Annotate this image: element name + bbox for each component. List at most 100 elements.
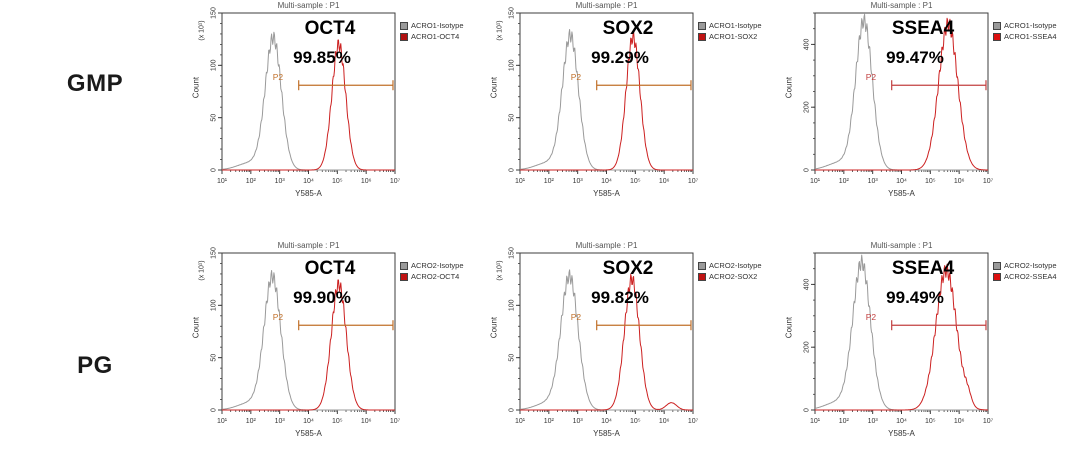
svg-text:10⁶: 10⁶ — [361, 418, 372, 425]
plot-pg-oct4: Multi-sample : P1 (x 10¹) Count 10¹ 10² 10… — [188, 241, 488, 446]
x-axis-label: Y585-A — [593, 189, 620, 198]
svg-text:0: 0 — [211, 408, 218, 412]
histogram-canvas: 10¹ 10² 10³ 10⁴ 10⁵ 10⁶ 10⁷ 0 50 100 150 — [509, 7, 699, 185]
svg-text:10³: 10³ — [868, 418, 879, 425]
gate-percentage: 99.49% — [886, 288, 944, 307]
gate-label: P2 — [570, 312, 582, 323]
gate-percentage: 99.90% — [293, 288, 351, 307]
legend-item-isotype: ACRO2-Isotype — [993, 261, 1057, 270]
svg-text:10³: 10³ — [275, 418, 286, 425]
plot-gmp-sox2: Multi-sample : P1 (x 10¹) Count 10¹ 10² 10… — [486, 1, 786, 206]
marker-swatch-icon — [400, 32, 408, 41]
svg-text:10²: 10² — [246, 178, 257, 185]
svg-text:10¹: 10¹ — [217, 178, 228, 185]
gate-percentage: 99.82% — [591, 288, 649, 307]
legend: ACRO1-Isotype ACRO1-OCT4 — [400, 21, 464, 43]
svg-text:10⁷: 10⁷ — [983, 178, 994, 185]
svg-text:10³: 10³ — [868, 178, 879, 185]
legend: ACRO2-Isotype ACRO2-SSEA4 — [993, 261, 1057, 283]
plot-title: Multi-sample : P1 — [277, 241, 340, 250]
marker-swatch-icon — [993, 272, 1001, 281]
gate-percentage: 99.47% — [886, 48, 944, 67]
histogram-canvas: 10¹ 10² 10³ 10⁴ 10⁵ 10⁶ 10⁷ 0 50 100 150 — [509, 247, 699, 425]
svg-text:10¹: 10¹ — [515, 178, 526, 185]
legend-marker-label: ACRO1-SSEA4 — [1004, 32, 1057, 41]
svg-text:10¹: 10¹ — [515, 418, 526, 425]
gate-label: P2 — [272, 72, 284, 83]
x-axis-label: Y585-A — [888, 189, 915, 198]
svg-text:10³: 10³ — [275, 178, 286, 185]
svg-text:10⁴: 10⁴ — [896, 418, 907, 425]
plot-gmp-oct4: Multi-sample : P1 (x 10¹) Count 10¹ 10² 10… — [188, 1, 488, 206]
plot-pg-ssea4: Multi-sample : P1 Count 10¹ 10² 10³ 10⁴ 10⁵ 1… — [781, 241, 1080, 446]
legend-item-marker: ACRO1-SSEA4 — [993, 32, 1057, 41]
svg-text:10⁴: 10⁴ — [896, 178, 907, 185]
plot-pg-sox2: Multi-sample : P1 (x 10¹) Count 10¹ 10² 10… — [486, 241, 786, 446]
legend-marker-label: ACRO2-SOX2 — [709, 272, 758, 281]
svg-text:200: 200 — [804, 341, 811, 353]
svg-text:10⁶: 10⁶ — [659, 178, 670, 185]
legend-item-isotype: ACRO1-Isotype — [698, 21, 762, 30]
histogram-canvas: 10¹ 10² 10³ 10⁴ 10⁵ 10⁶ 10⁷ 0 200 400 — [804, 12, 994, 185]
svg-text:10⁴: 10⁴ — [601, 178, 612, 185]
svg-text:150: 150 — [509, 7, 516, 19]
svg-text:10²: 10² — [839, 178, 850, 185]
legend-item-isotype: ACRO1-Isotype — [993, 21, 1057, 30]
legend-isotype-label: ACRO1-Isotype — [1004, 21, 1057, 30]
svg-text:10²: 10² — [246, 418, 257, 425]
svg-text:200: 200 — [804, 101, 811, 113]
gate-percentage: 99.85% — [293, 48, 351, 67]
legend-marker-label: ACRO2-SSEA4 — [1004, 272, 1057, 281]
marker-swatch-icon — [698, 272, 706, 281]
marker-name: SOX2 — [602, 258, 654, 279]
legend-marker-label: ACRO1-SOX2 — [709, 32, 758, 41]
gate-percentage: 99.29% — [591, 48, 649, 67]
svg-text:10³: 10³ — [573, 178, 584, 185]
svg-text:10⁴: 10⁴ — [601, 418, 612, 425]
legend-isotype-label: ACRO1-Isotype — [411, 21, 464, 30]
plot-title: Multi-sample : P1 — [575, 1, 638, 10]
svg-text:10⁶: 10⁶ — [954, 418, 965, 425]
plot-title: Multi-sample : P1 — [575, 241, 638, 250]
legend-item-marker: ACRO1-SOX2 — [698, 32, 762, 41]
isotype-swatch-icon — [993, 261, 1001, 270]
legend-isotype-label: ACRO2-Isotype — [411, 261, 464, 270]
legend-item-isotype: ACRO1-Isotype — [400, 21, 464, 30]
marker-swatch-icon — [993, 32, 1001, 41]
svg-text:10²: 10² — [544, 178, 555, 185]
marker-swatch-icon — [400, 272, 408, 281]
svg-text:10⁷: 10⁷ — [688, 418, 699, 425]
svg-text:10⁵: 10⁵ — [332, 178, 343, 185]
marker-swatch-icon — [698, 32, 706, 41]
legend-item-marker: ACRO2-SSEA4 — [993, 272, 1057, 281]
legend-item-marker: ACRO1-OCT4 — [400, 32, 464, 41]
plot-title: Multi-sample : P1 — [870, 241, 933, 250]
svg-text:0: 0 — [211, 168, 218, 172]
legend-isotype-label: ACRO2-Isotype — [709, 261, 762, 270]
svg-text:10⁵: 10⁵ — [925, 418, 936, 425]
svg-text:100: 100 — [211, 299, 218, 311]
svg-text:10⁴: 10⁴ — [303, 418, 314, 425]
x-axis-label: Y585-A — [295, 189, 322, 198]
legend-item-isotype: ACRO2-Isotype — [400, 261, 464, 270]
svg-text:150: 150 — [211, 7, 218, 19]
svg-text:50: 50 — [509, 114, 516, 122]
svg-text:100: 100 — [509, 299, 516, 311]
plot-gmp-ssea4: Multi-sample : P1 Count 10¹ 10² 10³ 10⁴ 10⁵ 1… — [781, 1, 1080, 206]
svg-text:150: 150 — [211, 247, 218, 259]
gate-label: P2 — [865, 312, 877, 323]
svg-text:10⁵: 10⁵ — [332, 418, 343, 425]
gate-label: P2 — [570, 72, 582, 83]
svg-text:150: 150 — [509, 247, 516, 259]
svg-text:10¹: 10¹ — [810, 418, 821, 425]
svg-text:10⁵: 10⁵ — [630, 178, 641, 185]
svg-text:0: 0 — [509, 168, 516, 172]
legend: ACRO1-Isotype ACRO1-SOX2 — [698, 21, 762, 43]
legend: ACRO1-Isotype ACRO1-SSEA4 — [993, 21, 1057, 43]
svg-text:10²: 10² — [839, 418, 850, 425]
legend: ACRO2-Isotype ACRO2-OCT4 — [400, 261, 464, 283]
gate-label: P2 — [272, 312, 284, 323]
legend-item-isotype: ACRO2-Isotype — [698, 261, 762, 270]
plot-title: Multi-sample : P1 — [277, 1, 340, 10]
